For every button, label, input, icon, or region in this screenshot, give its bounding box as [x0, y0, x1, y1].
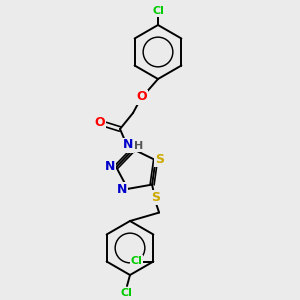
Text: H: H [134, 141, 144, 151]
Text: N: N [117, 183, 127, 196]
Text: O: O [95, 116, 105, 130]
Text: Cl: Cl [152, 6, 164, 16]
Text: Cl: Cl [120, 288, 132, 298]
Text: N: N [105, 160, 116, 172]
Text: S: S [155, 153, 164, 166]
Text: S: S [152, 191, 160, 204]
Text: N: N [123, 139, 133, 152]
Text: O: O [137, 91, 147, 103]
Text: Cl: Cl [130, 256, 142, 266]
